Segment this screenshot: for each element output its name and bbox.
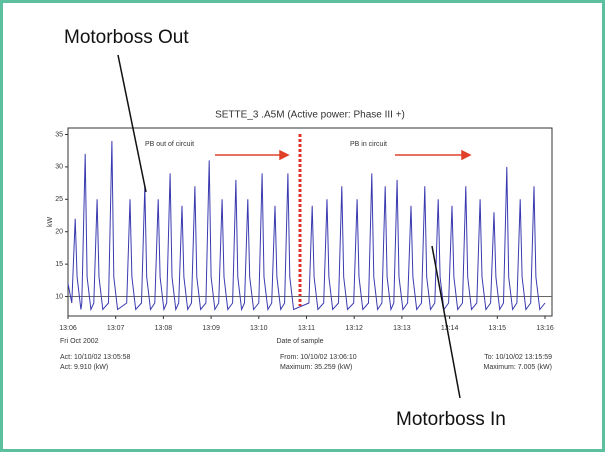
annotation-label: Motorboss Out (64, 27, 189, 48)
x-axis-label: Date of sample (276, 338, 323, 345)
arrows (215, 149, 472, 161)
footer-text: Maximum: 35.259 (kW) (280, 364, 352, 371)
x-tick-label: 13:06 (59, 325, 77, 332)
x-tick-label: 13:10 (250, 325, 268, 332)
y-axis-label: kW (47, 217, 54, 228)
pointer-line (431, 245, 461, 399)
date-label: Fri Oct 2002 (60, 338, 99, 345)
pointer-line (117, 54, 147, 193)
y-tick-label: 35 (55, 131, 63, 138)
y-tick-label: 20 (55, 229, 63, 236)
x-tick-label: 13:16 (536, 325, 554, 332)
x-tick-label: 13:12 (345, 325, 363, 332)
footer-text: To: 10/10/02 13:15:59 (484, 354, 552, 361)
x-tick-label: 13:13 (393, 325, 411, 332)
note: PB in circuit (350, 141, 387, 148)
x-tick-label: 13:09 (202, 325, 220, 332)
x-tick-label: 13:08 (155, 325, 173, 332)
footer-text: From: 10/10/02 13:06:10 (280, 354, 357, 361)
x-tick-label: 13:07 (107, 325, 125, 332)
footer-text: Act: 10/10/02 13:05:58 (60, 354, 131, 361)
plot-border (67, 127, 553, 317)
chart-title: SETTE_3 .A5M (Active power: Phase III +) (215, 110, 405, 121)
y-tick-label: 10 (55, 293, 63, 300)
x-tick-label: 13:15 (489, 325, 507, 332)
footer-text: Act: 9.910 (kW) (60, 364, 108, 371)
annotation-label: Motorboss In (396, 409, 506, 430)
annotation-lines (117, 54, 461, 399)
y-tick-label: 25 (55, 196, 63, 203)
y-tick-label: 30 (55, 164, 63, 171)
x-tick-label: 13:11 (298, 325, 315, 332)
x-tick-label: 13:14 (441, 325, 459, 332)
note: PB out of circuit (145, 141, 194, 148)
data-line (67, 140, 546, 312)
y-tick-label: 15 (55, 261, 63, 268)
footer-text: Maximum: 7.005 (kW) (484, 364, 552, 371)
